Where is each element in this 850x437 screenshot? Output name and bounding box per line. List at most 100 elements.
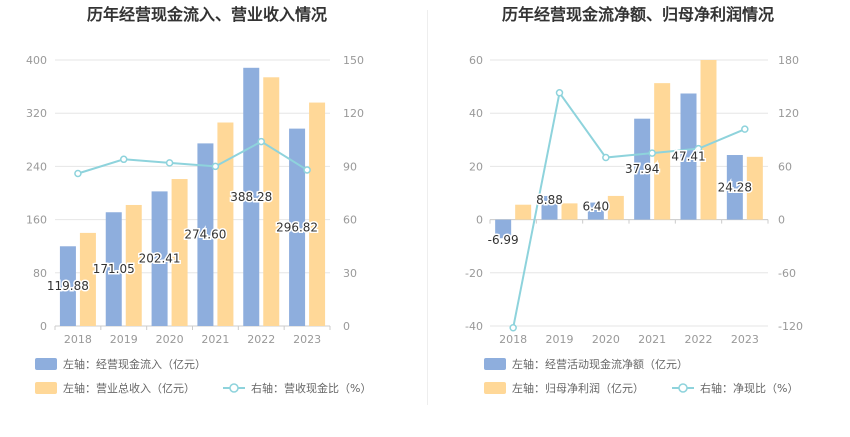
data-label: 37.94: [625, 162, 659, 176]
legend-swatch-point: [678, 383, 688, 393]
data-label: 171.05: [93, 262, 135, 276]
right-axis-tick-label: -60: [778, 267, 796, 280]
x-axis-tick-label: 2019: [546, 333, 574, 346]
line-point: [120, 155, 128, 164]
x-axis-tick-label: 2018: [499, 333, 527, 346]
bar-series-1: [541, 195, 558, 220]
legend-label: 左轴：归母净利润（亿元）: [512, 381, 644, 395]
x-axis-tick-label: 2020: [156, 333, 184, 346]
x-axis-tick-label: 2022: [247, 333, 275, 346]
bar-series-1: [680, 93, 697, 220]
bar-series-2: [561, 203, 578, 220]
legend-swatch: [484, 382, 506, 394]
bar-series-1: [151, 191, 168, 326]
legend-swatch: [484, 358, 506, 370]
left-axis-tick-label: 80: [33, 267, 47, 280]
chart-panel-2: 历年经营现金流净额、归母净利润情况 -40 -20 0 20 40 60 -120 -60 0 60…: [465, 5, 803, 395]
x-axis-tick-label: 2018: [64, 333, 92, 346]
right-axis-tick-label: 120: [778, 107, 799, 120]
left-axis-tick-label: -40: [465, 320, 483, 333]
data-label: 274.60: [184, 228, 226, 242]
data-label: 202.41: [139, 252, 181, 266]
x-axis-tick-label: 2021: [638, 333, 666, 346]
right-axis-tick-label: 60: [778, 160, 792, 173]
line-point: [602, 153, 610, 162]
line-point: [694, 144, 703, 153]
left-axis-tick-label: 40: [469, 107, 483, 120]
left-axis-tick-label: -20: [465, 267, 483, 280]
line-point: [741, 125, 749, 133]
legend-label: 左轴：经营现金流入（亿元）: [63, 357, 206, 371]
legend-swatch: [35, 358, 57, 370]
bar-series-1: [634, 118, 651, 220]
chart-panel-1: 历年经营现金流入、营业收入情况 0 80 160 240 320 400 0 30 60 90 120…: [26, 5, 371, 395]
left-axis-tick-label: 20: [469, 160, 483, 173]
chart-title: 历年经营现金流入、营业收入情况: [87, 5, 327, 24]
bar-series-2: [217, 122, 234, 326]
x-axis-tick-label: 2021: [201, 333, 229, 346]
data-label: -6.99: [488, 233, 519, 247]
left-axis-tick-label: 0: [476, 214, 483, 227]
line-point: [211, 162, 220, 171]
bar-series-2: [515, 204, 532, 220]
legend-swatch-point: [229, 383, 239, 393]
right-axis-tick-label: 150: [343, 54, 364, 67]
left-axis-tick-label: 160: [26, 214, 47, 227]
line-point: [74, 169, 82, 178]
bar-series-2: [607, 195, 624, 220]
left-axis-tick-label: 400: [26, 54, 47, 67]
bar-series-1: [726, 155, 743, 220]
bar-series-2: [746, 156, 763, 220]
left-axis-tick-label: 0: [40, 320, 47, 333]
legend-item-3: 右轴：营收现金比（%）: [223, 381, 371, 395]
line-series: [77, 140, 308, 175]
legend-label: 右轴：净现比（%）: [700, 381, 798, 395]
right-axis-tick-label: 30: [343, 267, 357, 280]
right-axis-tick-label: 0: [778, 214, 785, 227]
bar-series-2: [79, 232, 96, 326]
data-label: 8.88: [536, 193, 563, 207]
right-axis-tick-label: -120: [778, 320, 803, 333]
bar-series-2: [125, 204, 142, 326]
bar-series-1: [105, 212, 122, 326]
bar-series-1: [243, 67, 260, 327]
right-axis-tick-label: 60: [343, 214, 357, 227]
bar-series-2: [171, 179, 188, 326]
left-axis-tick-label: 60: [469, 54, 483, 67]
line-point: [165, 159, 174, 167]
data-label: 47.41: [671, 150, 705, 164]
data-label: 24.28: [718, 180, 752, 194]
bar-series-2: [700, 60, 717, 220]
right-axis-tick-label: 120: [343, 107, 364, 120]
legend-item-1: 左轴：经营现金流入（亿元）: [35, 357, 206, 371]
x-axis-tick-label: 2019: [110, 333, 138, 346]
data-label: 388.28: [230, 190, 272, 204]
left-axis-tick-label: 240: [26, 160, 47, 173]
x-axis-tick-label: 2023: [731, 333, 759, 346]
bar-series-1: [289, 128, 306, 326]
bar-series-1: [495, 219, 512, 239]
legend-item-2: 左轴：营业总收入（亿元）: [35, 381, 195, 395]
legend-label: 右轴：营收现金比（%）: [251, 381, 371, 395]
x-axis-tick-label: 2022: [685, 333, 713, 346]
line-point: [303, 166, 311, 174]
line-point: [257, 137, 265, 146]
right-axis-tick-label: 180: [778, 54, 799, 67]
legend-swatch: [35, 382, 57, 394]
legend-item-3: 右轴：净现比（%）: [672, 381, 798, 395]
line-point: [509, 324, 517, 332]
data-label: 296.82: [276, 220, 318, 234]
legend-item-2: 左轴：归母净利润（亿元）: [484, 381, 644, 395]
bar-series-2: [309, 102, 326, 326]
legend-label: 左轴：经营活动现金流净额（亿元）: [512, 357, 688, 371]
data-label: 119.88: [47, 279, 89, 293]
chart-title: 历年经营现金流净额、归母净利润情况: [502, 5, 774, 24]
legend-label: 左轴：营业总收入（亿元）: [63, 381, 195, 395]
bar-series-1: [587, 202, 604, 220]
line-series: [512, 90, 746, 328]
line-point: [555, 89, 564, 97]
right-axis-tick-label: 0: [343, 320, 350, 333]
bar-series-1: [197, 143, 214, 326]
line-point: [648, 149, 656, 157]
